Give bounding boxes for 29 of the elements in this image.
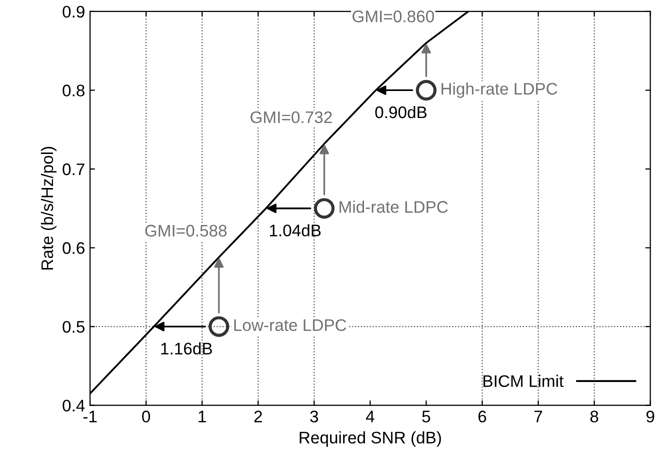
x-tick-label: 8 [590,410,598,422]
x-axis-title: Required SNR (dB) [300,431,441,447]
x-tick-label: 6 [478,410,486,422]
annotation: Low-rate LDPC [234,319,346,332]
x-tick-label: 7 [534,410,542,422]
annotation: GMI=0.732 [250,111,332,124]
y-tick-label: 0.8 [62,84,84,96]
annotation: 1.16dB [161,342,212,355]
y-tick-label: 0.7 [62,163,84,176]
y-axis-title: Rate (b/s/Hz/pol) [40,146,56,270]
y-tick-label: 0.5 [62,320,84,333]
x-tick-label: 1 [198,410,206,422]
legend-label: BICM Limit [484,374,564,388]
x-tick-label: 2 [254,410,262,422]
annotation: High-rate LDPC [442,82,558,98]
y-tick-label: 0.4 [62,400,85,412]
x-tick-label: 3 [310,410,318,422]
x-tick-label: 0 [142,410,150,422]
annotation: Mid-rate LDPC [340,200,448,213]
y-tick-label: 0.6 [62,242,84,254]
annotation: GMI=0.860 [352,10,434,22]
x-tick-label: -1 [83,410,97,422]
annotation: GMI=0.588 [145,224,227,237]
x-tick-label: 9 [646,410,654,422]
annotation: 1.04dB [270,224,321,236]
annotation: 0.90dB [375,106,427,118]
y-tick-label: 0.9 [62,6,84,18]
x-tick-label: 5 [422,410,430,422]
x-tick-label: 4 [366,410,374,422]
